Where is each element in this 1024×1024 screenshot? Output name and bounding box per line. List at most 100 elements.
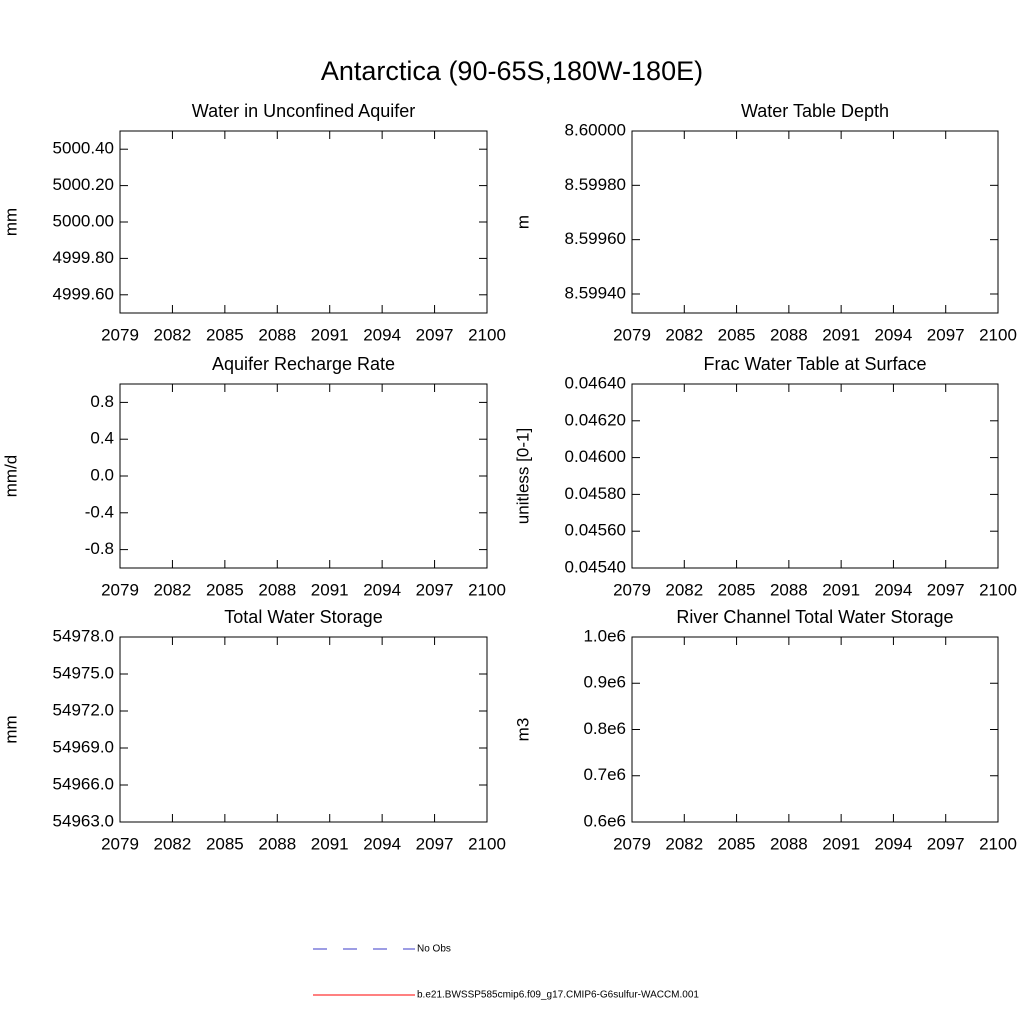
x-tick-label: 2097 (416, 325, 454, 344)
x-tick-label: 2091 (822, 580, 860, 599)
x-tick-label: 2094 (363, 834, 401, 853)
x-tick-label: 2100 (979, 834, 1017, 853)
plot-frame (119, 383, 488, 569)
y-tick-label: 0.4 (90, 429, 114, 448)
y-tick-label: -0.8 (85, 539, 114, 558)
x-tick-label: 2091 (311, 580, 349, 599)
x-tick-label: 2100 (468, 834, 506, 853)
y-tick-label: 0.04640 (565, 373, 626, 392)
y-tick-label: 0.6e6 (583, 811, 626, 830)
plot-frame (631, 383, 999, 569)
x-tick-label: 2079 (101, 325, 139, 344)
x-tick-label: 2085 (206, 580, 244, 599)
y-tick-label: 8.59960 (565, 229, 626, 248)
x-tick-label: 2097 (927, 325, 965, 344)
x-tick-label: 2097 (927, 580, 965, 599)
panel-title: Water Table Depth (741, 101, 889, 121)
y-axis-label: m3 (513, 718, 532, 742)
x-tick-label: 2088 (770, 834, 808, 853)
x-tick-label: 2079 (613, 580, 651, 599)
x-tick-label: 2097 (416, 834, 454, 853)
plot-frame (119, 130, 488, 314)
y-tick-label: 54972.0 (53, 700, 114, 719)
panel: Water Table Depth m 2079 2082 2085 2088 2091 20… (513, 101, 1016, 345)
plot-frame (631, 636, 999, 823)
panel: Aquifer Recharge Rate mm/d 2079 2082 2085 208… (1, 354, 505, 600)
panel: Total Water Storage mm 2079 2082 2085 2088 209… (1, 607, 505, 854)
panel-title: Aquifer Recharge Rate (212, 354, 395, 374)
x-tick-label: 2079 (101, 834, 139, 853)
x-tick-label: 2079 (613, 834, 651, 853)
x-tick-label: 2091 (311, 834, 349, 853)
y-tick-label: 0.04600 (565, 447, 626, 466)
x-tick-label: 2085 (718, 580, 756, 599)
y-tick-label: 8.59980 (565, 175, 626, 194)
y-tick-label: 0.7e6 (583, 765, 626, 784)
x-tick-label: 2082 (154, 834, 192, 853)
x-tick-label: 2085 (718, 325, 756, 344)
y-tick-label: 4999.80 (53, 248, 114, 267)
x-tick-label: 2082 (665, 580, 703, 599)
panel: River Channel Total Water Storage m3 2079 2… (513, 607, 1016, 854)
x-tick-label: 2088 (770, 580, 808, 599)
x-tick-label: 2100 (979, 580, 1017, 599)
y-axis-label: mm/d (1, 455, 20, 498)
y-tick-label: 1.0e6 (583, 626, 626, 645)
x-tick-label: 2094 (875, 325, 913, 344)
y-axis-label: unitless [0-1] (513, 428, 532, 524)
legend-label: b.e21.BWSSP585cmip6.f09_g17.CMIP6-G6sulf… (417, 990, 699, 1001)
x-tick-label: 2085 (206, 325, 244, 344)
x-tick-label: 2091 (311, 325, 349, 344)
panel-title: Frac Water Table at Surface (703, 354, 926, 374)
y-tick-label: 5000.40 (53, 139, 114, 158)
x-tick-label: 2082 (154, 325, 192, 344)
x-tick-label: 2088 (258, 580, 296, 599)
x-tick-label: 2091 (822, 325, 860, 344)
x-tick-label: 2082 (665, 834, 703, 853)
plot-frame (119, 636, 488, 823)
y-tick-label: 0.0 (90, 465, 114, 484)
x-tick-label: 2094 (363, 325, 401, 344)
x-tick-label: 2079 (101, 580, 139, 599)
y-tick-label: 0.04560 (565, 521, 626, 540)
y-tick-label: 4999.60 (53, 284, 114, 303)
y-axis-label: m (513, 215, 532, 229)
x-tick-label: 2088 (770, 325, 808, 344)
legend-label: No Obs (417, 944, 451, 955)
x-tick-label: 2082 (665, 325, 703, 344)
y-tick-label: 54969.0 (53, 737, 114, 756)
panel-title: Total Water Storage (224, 607, 382, 627)
x-tick-label: 2085 (206, 834, 244, 853)
y-axis-label: mm (1, 208, 20, 236)
plot-frame (631, 130, 999, 314)
x-tick-label: 2100 (979, 325, 1017, 344)
x-tick-label: 2079 (613, 325, 651, 344)
y-tick-label: 5000.20 (53, 175, 114, 194)
y-tick-label: -0.4 (85, 502, 114, 521)
y-tick-label: 8.59940 (565, 283, 626, 302)
y-tick-label: 8.60000 (565, 120, 626, 139)
y-tick-label: 0.04580 (565, 484, 626, 503)
y-tick-label: 54963.0 (53, 811, 114, 830)
panel: Frac Water Table at Surface unitless [0-1… (513, 354, 1016, 600)
figure-title: Antarctica (90-65S,180W-180E) (321, 56, 703, 86)
y-tick-label: 0.04620 (565, 410, 626, 429)
panel-title: Water in Unconfined Aquifer (192, 101, 415, 121)
y-tick-label: 54975.0 (53, 663, 114, 682)
x-tick-label: 2085 (718, 834, 756, 853)
x-tick-label: 2088 (258, 834, 296, 853)
y-tick-label: 54978.0 (53, 626, 114, 645)
y-tick-label: 5000.00 (53, 211, 114, 230)
y-axis-label: mm (1, 715, 20, 743)
y-tick-label: 54966.0 (53, 774, 114, 793)
x-tick-label: 2088 (258, 325, 296, 344)
x-tick-label: 2094 (875, 834, 913, 853)
x-tick-label: 2100 (468, 325, 506, 344)
y-tick-label: 0.8 (90, 392, 114, 411)
x-tick-label: 2091 (822, 834, 860, 853)
x-tick-label: 2097 (927, 834, 965, 853)
y-tick-label: 0.04540 (565, 557, 626, 576)
x-tick-label: 2097 (416, 580, 454, 599)
y-tick-label: 0.8e6 (583, 719, 626, 738)
